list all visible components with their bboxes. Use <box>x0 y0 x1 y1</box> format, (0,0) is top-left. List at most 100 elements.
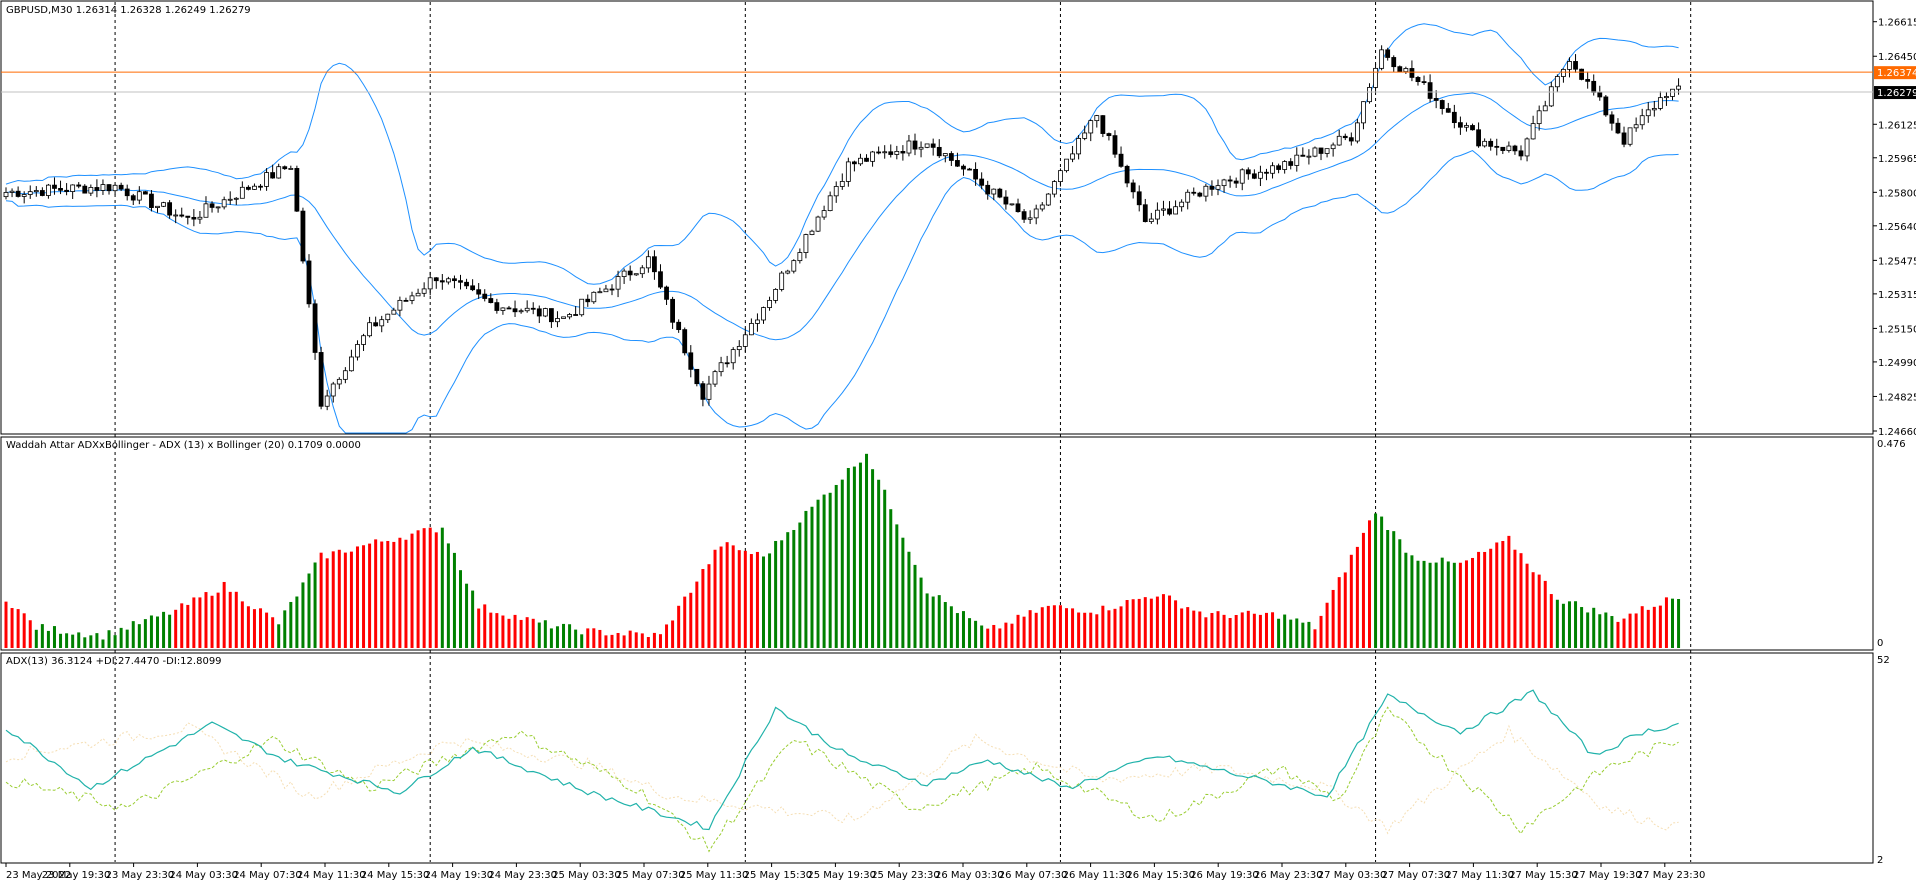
wae-bar <box>52 626 56 648</box>
wae-bar <box>1374 513 1378 648</box>
candle-body <box>706 383 712 400</box>
candle-body <box>536 308 542 317</box>
candle-body <box>1657 97 1663 109</box>
minus-di-line <box>5 722 1679 835</box>
candle-body <box>1282 161 1288 170</box>
wae-bar <box>331 551 335 648</box>
candle-body <box>397 299 403 311</box>
wae-zero-label: 0 <box>1877 638 1883 649</box>
wae-bar <box>1477 551 1481 648</box>
wae-bar <box>1137 598 1141 648</box>
candle-body <box>1179 201 1185 208</box>
wae-bar <box>222 581 226 648</box>
wae-bar <box>349 551 353 648</box>
wae-bar <box>1543 580 1547 648</box>
wae-bar <box>507 618 511 648</box>
candle-body <box>652 256 657 273</box>
wae-bar <box>1301 622 1305 648</box>
candle-body <box>403 299 409 302</box>
wae-bar <box>1095 614 1099 648</box>
candle-body <box>179 214 185 217</box>
candle-body <box>1476 129 1481 147</box>
wae-bar <box>34 629 38 648</box>
wae-bar <box>1598 614 1602 648</box>
wae-bar <box>1313 629 1317 648</box>
candle-body <box>894 151 900 155</box>
candle-body <box>1403 68 1409 73</box>
wae-bar <box>501 615 505 648</box>
candle-body <box>415 292 421 297</box>
wae-bar <box>428 527 432 648</box>
candle-body <box>1342 135 1348 139</box>
candle-body <box>718 362 724 373</box>
candle-body <box>591 291 597 303</box>
wae-bar <box>131 621 135 648</box>
wae-bar <box>610 634 614 648</box>
candle-body <box>506 307 512 310</box>
candle-body <box>561 316 566 319</box>
wae-bar <box>628 630 632 648</box>
wae-bar <box>198 597 202 648</box>
bollinger-bands <box>5 23 1679 434</box>
wae-header: Waddah Attar ADXxBollinger - ADX (13) x … <box>6 440 361 451</box>
wae-bar <box>519 619 523 648</box>
candle-body <box>270 172 276 179</box>
candle-body <box>1439 100 1445 109</box>
candle-body <box>1494 145 1500 148</box>
candle-body <box>1106 133 1112 137</box>
wae-bar <box>71 634 75 648</box>
wae-bar <box>1440 557 1444 648</box>
wae-bar <box>1216 611 1220 648</box>
candle-body <box>991 188 997 195</box>
wae-bar <box>737 550 741 648</box>
candle-body <box>639 267 645 275</box>
wae-bar <box>440 527 444 648</box>
candle-body <box>342 370 348 380</box>
wae-bar <box>422 528 426 648</box>
main-panel-frame <box>0 0 1874 435</box>
wae-bar <box>337 549 341 648</box>
candle-body <box>124 188 130 197</box>
candle-body <box>555 318 560 323</box>
wae-bar <box>537 622 541 648</box>
wae-bar <box>89 635 93 648</box>
wae-bar <box>259 608 263 648</box>
wae-bar <box>380 541 384 648</box>
wae-bar <box>1428 562 1432 648</box>
candle-body <box>579 298 585 316</box>
wae-bar <box>1380 516 1384 648</box>
wae-bar <box>1252 613 1256 648</box>
candle-body <box>239 186 245 199</box>
wae-bar <box>1222 614 1226 648</box>
candle-body <box>1421 81 1427 84</box>
candle-body <box>1227 179 1233 182</box>
wae-bar <box>1616 621 1620 648</box>
candle-body <box>918 146 924 150</box>
wae-bar <box>1058 605 1062 648</box>
wae-bar <box>937 595 941 648</box>
candle-body <box>330 383 336 397</box>
wae-bar <box>549 628 553 648</box>
bollinger-lower-band <box>5 150 1679 434</box>
candle-body <box>1554 76 1560 88</box>
candle-body <box>433 277 439 282</box>
time-tick-label: 24 May 15:30 <box>361 870 430 881</box>
wae-bar <box>283 610 287 648</box>
candle-body <box>52 184 57 189</box>
wae-bar <box>749 554 753 648</box>
candle-body <box>1021 211 1027 220</box>
candle-body <box>1076 138 1082 155</box>
bid-price-label: 1.26279 <box>1877 88 1916 99</box>
wae-bar <box>689 592 693 648</box>
wae-bar <box>846 467 850 648</box>
wae-bar <box>168 614 172 648</box>
wae-bar <box>768 553 772 648</box>
wae-histogram <box>4 453 1681 648</box>
candle-body <box>1458 122 1463 128</box>
candle-body <box>82 185 88 194</box>
wae-bar <box>101 639 105 648</box>
wae-bar <box>1464 560 1468 648</box>
candle-body <box>1385 49 1391 58</box>
candle-body <box>833 186 839 197</box>
